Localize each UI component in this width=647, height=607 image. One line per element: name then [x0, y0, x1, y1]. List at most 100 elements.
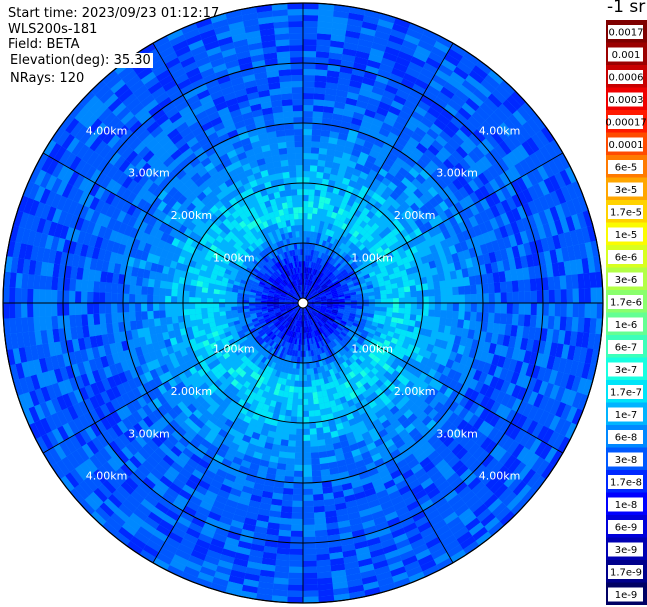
range-gate [500, 393, 512, 407]
range-gate [451, 252, 460, 263]
range-gate [404, 303, 411, 309]
range-gate [464, 195, 475, 207]
range-gate [373, 345, 381, 352]
range-gate [443, 435, 455, 448]
range-gate [434, 258, 443, 268]
range-gate [279, 408, 287, 416]
range-gate [432, 182, 443, 194]
range-gate [379, 13, 396, 24]
range-gate [314, 301, 321, 303]
range-gate [452, 371, 462, 382]
range-gate [499, 80, 516, 96]
range-gate [361, 285, 368, 291]
range-gate [372, 178, 382, 188]
range-gate [524, 303, 531, 315]
range-gate [482, 232, 492, 244]
range-gate [105, 282, 113, 293]
range-gate [428, 303, 435, 310]
range-gate [532, 183, 545, 199]
range-gate [465, 238, 475, 250]
range-gate [521, 217, 532, 231]
range-gate [422, 231, 432, 241]
range-gate [383, 259, 391, 267]
range-gate [348, 242, 356, 250]
range-gate [342, 288, 350, 293]
range-gate [461, 268, 469, 278]
range-gate [313, 499, 325, 507]
range-gate [297, 398, 303, 405]
range-gate [368, 169, 378, 179]
range-gate [363, 140, 374, 150]
range-gate [348, 270, 355, 276]
range-gate [411, 417, 422, 428]
range-gate [517, 125, 532, 141]
range-gate [371, 321, 379, 328]
range-gate [469, 93, 484, 107]
range-gate [463, 51, 480, 66]
range-gate [522, 468, 536, 485]
range-gate [326, 295, 333, 298]
range-gate [532, 212, 543, 227]
range-gate [426, 275, 434, 284]
range-gate [500, 199, 512, 213]
range-gate [398, 83, 412, 95]
range-gate [347, 283, 355, 289]
range-gate [195, 286, 203, 293]
range-gate [346, 281, 354, 286]
range-gate [15, 287, 22, 303]
range-gate [305, 279, 308, 286]
range-gate [356, 273, 364, 279]
range-gate [468, 275, 476, 286]
range-gate [427, 434, 439, 446]
range-gate [543, 208, 555, 224]
range-gate [417, 362, 426, 372]
range-gate [33, 274, 41, 290]
range-gate [303, 530, 316, 537]
range-gate [448, 193, 459, 205]
range-gate [511, 314, 519, 326]
range-gate [343, 273, 350, 279]
range-gate [341, 271, 349, 277]
range-gate [400, 269, 408, 277]
range-gate [374, 112, 386, 123]
range-gate [303, 524, 315, 531]
range-gate [325, 82, 338, 90]
range-gate [351, 148, 362, 158]
range-gate [358, 263, 366, 270]
range-gate [372, 264, 380, 272]
range-gate [303, 75, 315, 82]
range-gate [219, 303, 226, 308]
range-gate [327, 64, 341, 72]
range-gate [544, 447, 558, 464]
range-gate [404, 423, 416, 434]
range-gate [306, 273, 310, 280]
range-gate [494, 250, 503, 262]
range-gate [427, 228, 437, 238]
range-gate [323, 313, 330, 318]
range-gate [480, 437, 493, 451]
range-gate [339, 202, 347, 210]
range-gate [381, 177, 392, 187]
range-gate [430, 123, 443, 136]
range-gate [287, 440, 296, 447]
range-gate [502, 154, 515, 169]
range-gate [358, 88, 372, 98]
range-gate [313, 493, 324, 501]
range-gate [331, 332, 337, 339]
range-gate [313, 195, 320, 203]
range-gate [589, 272, 597, 288]
range-gate [531, 422, 544, 438]
range-gate [468, 70, 485, 84]
range-gate [405, 121, 418, 132]
range-gate [563, 330, 572, 346]
range-gate [521, 174, 533, 189]
range-gate [479, 351, 489, 363]
range-gate [393, 410, 404, 420]
range-gate [426, 322, 434, 331]
range-gate [520, 337, 529, 351]
range-gate [469, 390, 480, 402]
range-gate [318, 279, 324, 286]
range-gate [481, 120, 495, 135]
range-gate [111, 293, 118, 303]
range-gate [575, 331, 584, 348]
